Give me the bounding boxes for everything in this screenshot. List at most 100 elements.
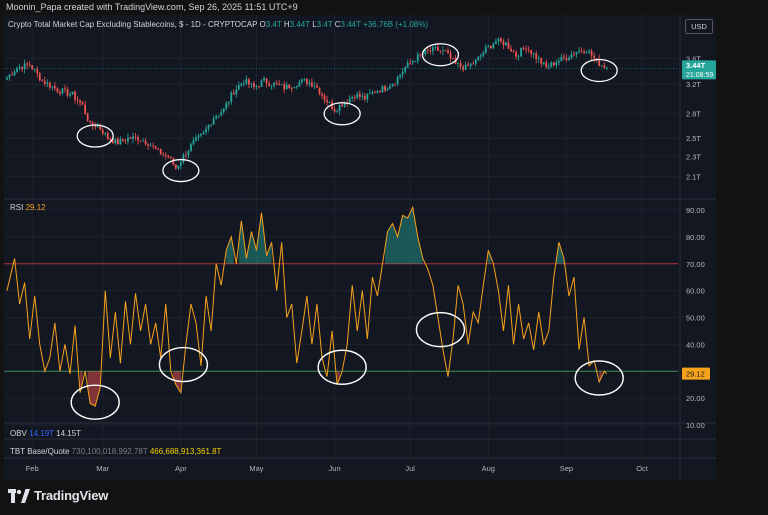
candle-body — [182, 154, 185, 163]
candle-body — [568, 57, 570, 60]
close-value: 3.44T — [340, 20, 361, 29]
candle-body — [603, 65, 606, 69]
chart-canvas[interactable]: Feb Mar Apr May Jun Jul Aug Sep Oct 3.6T 3.2T 2.8T 2… — [4, 15, 716, 480]
x-tick-label: Sep — [560, 464, 573, 473]
candle-body — [255, 86, 258, 88]
candle-body — [11, 74, 13, 76]
candle-body — [512, 51, 515, 53]
candle-body — [537, 58, 540, 60]
candle-body — [263, 78, 265, 81]
candle-body — [232, 92, 235, 95]
candle-body — [479, 55, 482, 57]
candle-body — [578, 50, 580, 52]
candle-body — [167, 155, 170, 157]
candle-body — [132, 136, 134, 139]
circled-low-annotation — [580, 58, 618, 83]
candle-body — [16, 68, 18, 72]
candle-body — [104, 133, 107, 135]
candle-body — [235, 89, 238, 95]
rsi-overbought-fill — [226, 236, 234, 264]
candle-body — [487, 45, 490, 48]
candle-body — [43, 80, 46, 85]
candle-body — [38, 73, 41, 81]
candle-body — [545, 62, 548, 68]
candle-body — [426, 49, 429, 51]
x-tick-label: May — [249, 464, 263, 473]
candle-body — [525, 48, 528, 50]
circled-rsi-low-annotation — [158, 346, 209, 383]
candle-body — [144, 140, 147, 145]
candle-body — [298, 82, 301, 87]
candle-body — [86, 113, 89, 121]
candle-body — [605, 68, 608, 70]
candle-body — [570, 54, 573, 58]
candle-body — [149, 145, 152, 147]
candle-body — [563, 56, 565, 58]
candle-body — [492, 43, 495, 49]
candle-body — [195, 137, 197, 141]
candle-body — [384, 86, 386, 91]
circled-rsi-low-annotation — [574, 360, 624, 396]
candle-body — [278, 83, 281, 85]
candle-body — [399, 74, 402, 77]
candle-body — [439, 50, 442, 52]
candle-body — [202, 132, 205, 134]
candle-body — [580, 50, 583, 52]
candle-body — [583, 51, 585, 54]
currency-button[interactable]: USD — [685, 19, 713, 34]
candle-body — [41, 80, 44, 82]
candle-body — [119, 138, 122, 145]
rsi-label: RSI — [10, 203, 24, 212]
candle-body — [197, 135, 200, 138]
candle-body — [429, 50, 432, 52]
candle-body — [497, 38, 500, 42]
candle-body — [139, 140, 142, 142]
tradingview-logo-text: TradingView — [34, 488, 109, 503]
candle-body — [356, 93, 359, 98]
candle-body — [444, 50, 447, 52]
candle-body — [230, 92, 233, 102]
tbt-value-1: 730,100,018,992.78T — [71, 447, 148, 456]
candle-body — [270, 85, 273, 87]
rsi-overbought-fill — [385, 207, 423, 264]
candle-body — [142, 140, 144, 142]
candle-body — [215, 116, 218, 119]
candle-body — [187, 150, 190, 156]
tradingview-logo[interactable]: TradingView — [8, 488, 108, 503]
candle-body — [200, 133, 202, 136]
candle-body — [154, 145, 157, 149]
candle-body — [109, 139, 112, 141]
candle-body — [23, 63, 26, 70]
candle-body — [137, 137, 139, 141]
rsi-tick-label: 90.00 — [686, 206, 705, 215]
candle-body — [338, 104, 341, 111]
circled-low-annotation — [76, 124, 114, 148]
candle-body — [192, 140, 195, 145]
candle-body — [59, 91, 61, 94]
candle-body — [381, 86, 384, 93]
candle-body — [210, 124, 213, 126]
candle-body — [585, 52, 588, 54]
chart-panel[interactable]: Feb Mar Apr May Jun Jul Aug Sep Oct 3.6T 3.2T 2.8T 2… — [4, 15, 716, 480]
candle-body — [258, 86, 260, 87]
candle-body — [535, 53, 538, 59]
rsi-tick-label: 60.00 — [686, 287, 705, 296]
candle-body — [273, 82, 276, 86]
candle-body — [99, 125, 102, 130]
candle-body — [510, 48, 512, 52]
candle-body — [81, 102, 84, 105]
price-tick-label: 2.1T — [686, 172, 701, 181]
obv-legend: OBV 14.19T 14.15T — [10, 429, 81, 438]
candle-body — [328, 101, 331, 103]
candle-body — [164, 154, 167, 156]
ticker-legend: Crypto Total Market Cap Excluding Stable… — [8, 20, 428, 29]
candle-body — [46, 82, 49, 85]
candle-body — [74, 91, 76, 100]
candle-body — [237, 85, 240, 90]
rsi-overbought-fill — [488, 250, 491, 264]
candle-body — [71, 91, 74, 95]
candle-body — [353, 97, 356, 98]
low-label: L — [312, 20, 317, 29]
candle-body — [91, 122, 94, 126]
rsi-tick-label: 50.00 — [686, 314, 705, 323]
